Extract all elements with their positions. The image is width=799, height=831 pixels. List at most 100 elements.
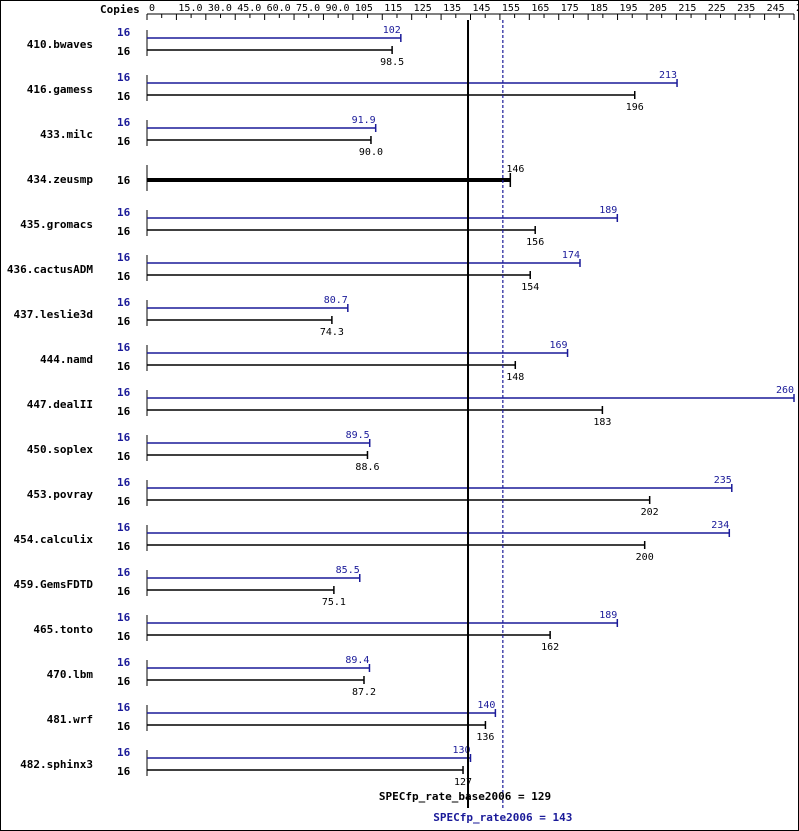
- benchmark-name: 447.dealII: [27, 398, 93, 411]
- benchmark-name: 416.gamess: [27, 83, 93, 96]
- peak-value-label: 235: [714, 475, 732, 486]
- peak-copies-label: 16: [117, 611, 131, 624]
- benchmark-row: 450.soplex 16 16 89.5 88.6: [27, 430, 380, 473]
- x-tick-label: 105: [355, 3, 373, 14]
- benchmark-row: 454.calculix 16 16 234 200: [14, 520, 731, 563]
- base-copies-label: 16: [117, 540, 131, 553]
- benchmark-row: 437.leslie3d 16 16 80.7 74.3: [14, 295, 349, 338]
- peak-value-label: 91.9: [352, 115, 376, 126]
- base-copies-label: 16: [117, 405, 131, 418]
- benchmark-rows: 410.bwaves 16 16 102 98.5 416.gamess 16 16 213 19…: [7, 25, 795, 788]
- base-copies-label: 16: [117, 315, 131, 328]
- base-copies-label: 16: [117, 585, 131, 598]
- peak-copies-label: 16: [117, 521, 131, 534]
- peak-copies-label: 16: [117, 71, 131, 84]
- copies-header: Copies: [100, 3, 140, 16]
- benchmark-name: 444.namd: [40, 353, 93, 366]
- benchmark-name: 436.cactusADM: [7, 263, 93, 276]
- benchmark-name: 410.bwaves: [27, 38, 93, 51]
- peak-copies-label: 16: [117, 296, 131, 309]
- benchmark-row: 447.dealII 16 16 260 183: [27, 385, 795, 428]
- base-copies-label: 16: [117, 270, 131, 283]
- benchmark-row: 482.sphinx3 16 16 130 127: [20, 745, 472, 788]
- x-tick-label: 225: [708, 3, 726, 14]
- base-copies-label: 16: [117, 45, 131, 58]
- benchmark-name: 453.povray: [27, 488, 94, 501]
- benchmark-name: 454.calculix: [14, 533, 94, 546]
- peak-copies-label: 16: [117, 251, 131, 264]
- x-tick-label: 15.0: [178, 3, 202, 14]
- benchmark-name: 435.gromacs: [20, 218, 93, 231]
- peak-copies-label: 16: [117, 206, 131, 219]
- x-tick-label: 235: [737, 3, 755, 14]
- benchmark-row: 465.tonto 16 16 189 162: [33, 610, 619, 653]
- peak-value-label: 260: [776, 385, 794, 396]
- benchmark-row: 444.namd 16 16 169 148: [40, 340, 569, 383]
- base-value-label: 87.2: [352, 687, 376, 698]
- x-tick-label: 260: [796, 3, 799, 14]
- benchmark-name: 465.tonto: [33, 623, 93, 636]
- benchmark-row: 481.wrf 16 16 140 136: [47, 700, 497, 743]
- peak-copies-label: 16: [117, 116, 131, 129]
- reference-lines: [467, 20, 504, 808]
- peak-copies-label: 16: [117, 566, 131, 579]
- x-tick-label: 185: [590, 3, 608, 14]
- peak-copies-label: 16: [117, 701, 131, 714]
- benchmark-name: 481.wrf: [47, 713, 93, 726]
- benchmark-name: 437.leslie3d: [14, 308, 93, 321]
- peak-copies-label: 16: [117, 386, 131, 399]
- x-tick-label: 60.0: [267, 3, 291, 14]
- base-copies-label: 16: [117, 720, 131, 733]
- x-tick-label: 245: [767, 3, 785, 14]
- peak-value-label: 130: [452, 745, 470, 756]
- benchmark-row: 410.bwaves 16 16 102 98.5: [27, 25, 404, 68]
- base-value-label: 162: [541, 642, 559, 653]
- base-copies-label: 16: [117, 135, 131, 148]
- peak-value-label: 169: [549, 340, 567, 351]
- peak-value-label: 140: [477, 700, 495, 711]
- x-tick-label: 90.0: [325, 3, 349, 14]
- peak-value-label: 89.5: [346, 430, 370, 441]
- base-value-label: 154: [521, 282, 539, 293]
- x-tick-label: 75.0: [296, 3, 320, 14]
- base-summary-label: SPECfp_rate_base2006 = 129: [379, 790, 551, 803]
- benchmark-row: 470.lbm 16 16 89.4 87.2: [47, 655, 376, 698]
- peak-summary-label: SPECfp_rate2006 = 143: [433, 811, 572, 824]
- base-value-label: 196: [626, 102, 644, 113]
- x-tick-label: 125: [414, 3, 432, 14]
- base-copies-label: 16: [117, 675, 131, 688]
- base-value-label: 90.0: [359, 147, 383, 158]
- peak-copies-label: 16: [117, 476, 131, 489]
- base-value-label: 88.6: [355, 462, 379, 473]
- benchmark-row: 416.gamess 16 16 213 196: [27, 70, 678, 113]
- base-copies-label: 16: [117, 450, 131, 463]
- benchmark-name: 459.GemsFDTD: [14, 578, 94, 591]
- x-tick-label: 175: [561, 3, 579, 14]
- x-tick-label: 155: [502, 3, 520, 14]
- base-value-label: 156: [526, 237, 544, 248]
- x-tick-label: 30.0: [208, 3, 232, 14]
- x-tick-label: 45.0: [237, 3, 261, 14]
- base-value-label: 148: [506, 372, 524, 383]
- base-value-label: 200: [636, 552, 654, 563]
- peak-copies-label: 16: [117, 26, 131, 39]
- base-value-label: 146: [506, 164, 524, 175]
- benchmark-name: 434.zeusmp: [27, 173, 94, 186]
- base-value-label: 75.1: [322, 597, 346, 608]
- peak-value-label: 189: [599, 205, 617, 216]
- benchmark-row: 434.zeusmp 16 146: [27, 164, 524, 191]
- x-tick-label: 145: [473, 3, 491, 14]
- peak-value-label: 80.7: [324, 295, 348, 306]
- x-tick-label: 215: [678, 3, 696, 14]
- peak-copies-label: 16: [117, 656, 131, 669]
- base-copies-label: 16: [117, 225, 131, 238]
- benchmark-row: 435.gromacs 16 16 189 156: [20, 205, 619, 248]
- benchmark-row: 453.povray 16 16 235 202: [27, 475, 733, 518]
- peak-copies-label: 16: [117, 341, 131, 354]
- base-value-label: 74.3: [320, 327, 344, 338]
- benchmark-row: 433.milc 16 16 91.9 90.0: [40, 115, 383, 158]
- base-value-label: 183: [593, 417, 611, 428]
- x-tick-label: 205: [649, 3, 667, 14]
- base-copies-label: 16: [117, 360, 131, 373]
